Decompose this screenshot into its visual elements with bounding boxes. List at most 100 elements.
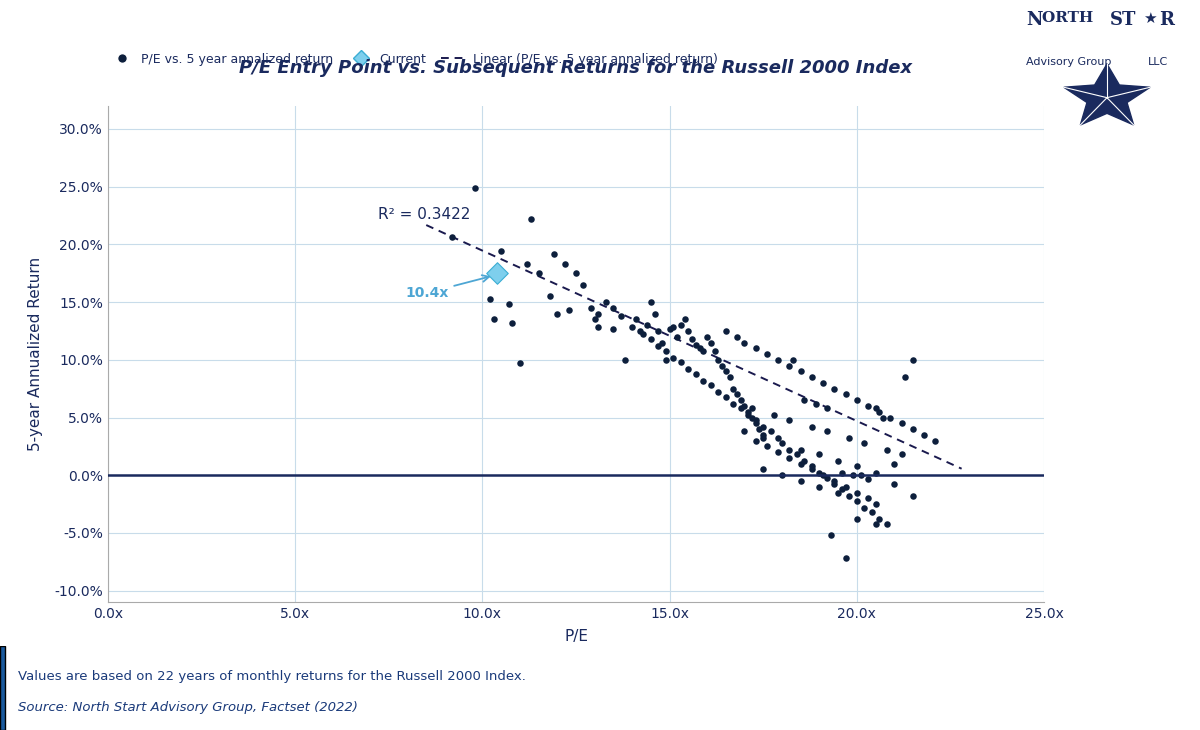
Point (854, 437, 874, 449)
Point (780, 444, 799, 456)
Text: ST: ST (1110, 11, 1136, 29)
Point (611, 310, 630, 322)
Point (768, 354, 787, 366)
Point (764, 410, 784, 421)
Point (731, 402, 750, 414)
Point (840, 432, 859, 444)
Point (914, 429, 934, 441)
Point (581, 302, 600, 314)
Point (720, 372, 739, 383)
Point (803, 372, 822, 383)
Point (828, 456, 847, 467)
Text: R: R (1159, 11, 1174, 29)
Text: 10.4x: 10.4x (406, 275, 488, 300)
Point (884, 458, 904, 469)
Point (510, 358, 529, 369)
Point (821, 529, 840, 541)
Point (754, 464, 773, 475)
Point (787, 449, 806, 461)
Point (734, 400, 754, 412)
Point (694, 374, 713, 386)
Point (817, 472, 836, 483)
Text: Values are based on 22 years of monthly returns for the Russell 2000 Index.: Values are based on 22 years of monthly … (18, 669, 526, 683)
Point (739, 410, 758, 421)
Point (743, 412, 762, 423)
Text: P/E Entry Point vs. Subsequent Returns for the Russell 2000 Index: P/E Entry Point vs. Subsequent Returns f… (240, 58, 912, 77)
Point (810, 449, 829, 461)
Point (547, 308, 566, 320)
Point (757, 441, 776, 453)
Point (866, 402, 886, 414)
Point (794, 394, 814, 406)
Point (791, 366, 810, 377)
Point (904, 423, 923, 435)
Point (674, 314, 694, 326)
Point (810, 467, 829, 479)
Point (683, 333, 702, 345)
Point (773, 437, 792, 449)
Point (667, 331, 686, 342)
Point (690, 342, 709, 354)
Point (694, 345, 713, 356)
Point (630, 325, 649, 337)
Point (806, 398, 826, 410)
Point (784, 354, 803, 366)
Point (656, 345, 676, 356)
Point (870, 406, 889, 418)
Point (739, 406, 758, 418)
Point (671, 356, 690, 368)
Point (824, 479, 844, 491)
Point (649, 325, 668, 337)
Point (836, 481, 856, 493)
Point (746, 342, 766, 354)
Point (754, 429, 773, 441)
Point (727, 331, 746, 342)
Point (709, 386, 728, 398)
Point (623, 322, 642, 334)
Text: R² = 0.3422: R² = 0.3422 (378, 207, 470, 222)
Point (716, 366, 736, 377)
Point (641, 333, 660, 345)
Point (828, 487, 847, 499)
Point (734, 337, 754, 348)
Point (727, 388, 746, 400)
Point (679, 325, 698, 337)
Point (556, 258, 575, 270)
Text: Advisory Group: Advisory Group (1026, 57, 1111, 66)
Point (734, 426, 754, 437)
Point (810, 481, 829, 493)
Point (847, 495, 866, 507)
Point (641, 296, 660, 308)
Point (833, 467, 852, 479)
Point (746, 414, 766, 426)
Point (817, 426, 836, 437)
Point (731, 394, 750, 406)
Point (487, 267, 506, 279)
Point (836, 553, 856, 564)
Point (704, 345, 724, 356)
Point (858, 400, 877, 412)
Point (836, 388, 856, 400)
Point (791, 458, 810, 469)
Point (884, 479, 904, 491)
Point (833, 483, 852, 495)
Point (877, 518, 896, 529)
Point (926, 435, 946, 447)
Point (653, 337, 672, 348)
Text: LLC: LLC (1147, 57, 1168, 66)
Point (664, 322, 683, 334)
Point (824, 383, 844, 394)
Point (824, 475, 844, 487)
Point (743, 402, 762, 414)
Point (701, 337, 720, 348)
Point (559, 304, 578, 316)
Point (646, 308, 665, 320)
Point (817, 402, 836, 414)
Point (851, 469, 870, 481)
Point (604, 302, 623, 314)
Point (773, 469, 792, 481)
Point (877, 444, 896, 456)
Point (517, 258, 536, 270)
Text: Source: North Start Advisory Group, Factset (2022): Source: North Start Advisory Group, Fact… (18, 701, 358, 714)
Point (466, 182, 485, 193)
